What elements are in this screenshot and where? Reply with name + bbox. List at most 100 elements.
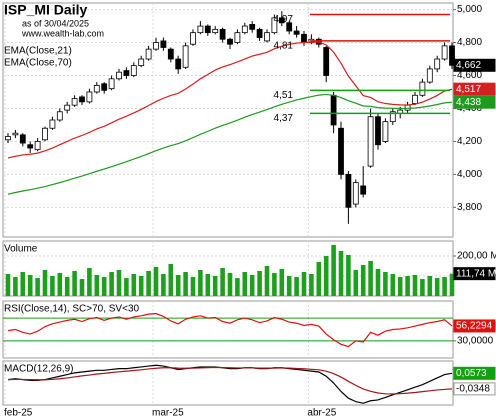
y-tick-label: 200,00 M [457, 251, 496, 262]
candle-body [108, 78, 115, 90]
candle-body [160, 40, 167, 48]
candle-body [101, 83, 108, 91]
ema-line [7, 93, 453, 195]
candle-body [345, 173, 352, 208]
bar [13, 277, 18, 296]
candle-body [286, 22, 293, 32]
bar [35, 278, 40, 296]
bar [161, 274, 166, 296]
indicator-line [7, 366, 453, 395]
bar [235, 278, 240, 296]
last-value-label: 0,0573 [456, 368, 487, 379]
bar [131, 274, 137, 296]
candle-body [434, 58, 441, 70]
candle-body [449, 45, 455, 66]
last-value-box [453, 382, 496, 396]
bar [264, 266, 270, 296]
candle-body [56, 111, 63, 121]
x-tick-label: abr-25 [307, 408, 336, 419]
bar [242, 272, 248, 296]
last-value-box [453, 95, 496, 109]
candle-body [419, 81, 426, 96]
bar [353, 270, 359, 296]
candle-body [197, 25, 204, 34]
bar [212, 276, 218, 296]
bar [405, 276, 410, 296]
candle-body [34, 141, 41, 151]
bar [168, 264, 174, 296]
bar [316, 262, 322, 296]
candle-body [182, 45, 189, 68]
candle-body [389, 111, 396, 123]
candle-body [412, 94, 418, 104]
bar [449, 273, 455, 296]
y-tick-label: 4,800 [457, 37, 482, 48]
candle-body [441, 45, 448, 60]
bar [368, 261, 373, 296]
bar [249, 275, 255, 296]
last-value-label: 4,438 [456, 97, 481, 108]
bar [301, 272, 307, 296]
bar [124, 278, 129, 296]
bar [109, 272, 114, 296]
bar [257, 271, 262, 296]
level-label: 4,51 [274, 90, 294, 101]
bar [442, 277, 447, 296]
panel-title: RSI(Close,14), SC>70, SV<30 [4, 304, 140, 315]
bar [360, 265, 366, 296]
bar [87, 268, 92, 296]
last-value-label: 4,662 [456, 60, 481, 71]
bar [72, 271, 77, 296]
bar [331, 245, 336, 296]
candle-body [264, 32, 270, 42]
last-value-label: 56,2294 [456, 321, 493, 332]
candle-body [293, 30, 300, 35]
candle-body [249, 24, 256, 30]
panel [2, 300, 454, 359]
last-value-box [453, 319, 496, 333]
bar [412, 275, 418, 296]
bar [116, 270, 122, 296]
panel-title: Volume [4, 244, 38, 255]
candle-body [116, 71, 122, 80]
bar [5, 274, 11, 296]
bar [286, 276, 292, 296]
bar [375, 269, 381, 296]
bar [434, 278, 440, 296]
bar [205, 274, 211, 296]
candle-body [323, 47, 330, 76]
candle-body [145, 48, 152, 60]
bar [190, 277, 196, 296]
bar [346, 255, 351, 296]
bar [175, 275, 181, 296]
candle-body [426, 68, 433, 83]
bar [198, 270, 203, 296]
candle-body [367, 116, 374, 167]
candle-body [227, 38, 233, 45]
bar [227, 273, 233, 296]
candle-body [12, 132, 19, 136]
candle-body [19, 134, 26, 144]
y-tick-label: 4,600 [457, 70, 482, 81]
bar [183, 272, 188, 296]
bar [220, 268, 225, 296]
candle-body [301, 33, 307, 43]
bar [383, 272, 388, 296]
last-value-label: -0,0348 [456, 384, 490, 395]
candle-body [27, 144, 34, 149]
candle-body [86, 91, 93, 103]
indicator-line [7, 364, 453, 404]
candle-body [352, 182, 359, 205]
candle-body [42, 127, 48, 141]
last-value-box [453, 267, 496, 281]
ema-line [7, 41, 453, 159]
bar [146, 271, 151, 296]
candle-body [71, 98, 78, 106]
candle-body [382, 121, 389, 142]
candle-body [256, 28, 263, 39]
level-label: 4,37 [274, 113, 294, 124]
candle-body [130, 65, 137, 76]
bar [427, 276, 433, 296]
bar [294, 277, 299, 296]
bar [279, 269, 285, 296]
